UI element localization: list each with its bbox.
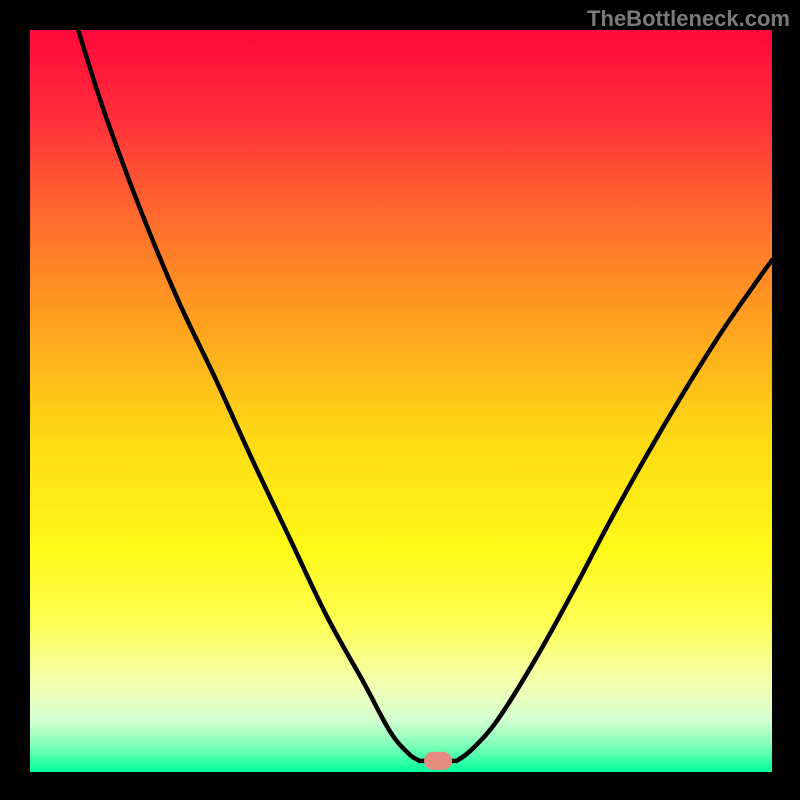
optimal-marker <box>424 752 452 770</box>
bottleneck-chart <box>0 0 800 800</box>
plot-area <box>30 30 772 772</box>
watermark-text: TheBottleneck.com <box>587 6 790 32</box>
chart-container: TheBottleneck.com <box>0 0 800 800</box>
